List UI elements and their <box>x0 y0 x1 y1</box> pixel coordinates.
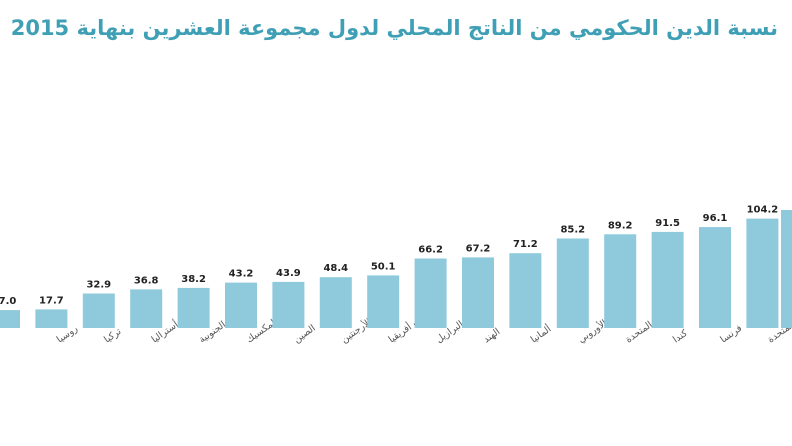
bar-16 <box>746 218 779 328</box>
bar-2 <box>82 293 115 328</box>
bar-1 <box>35 309 68 328</box>
value-label-13: 89.2 <box>608 220 633 231</box>
bar-edge-clipped <box>781 210 792 328</box>
category-label-14: كندا <box>671 328 690 346</box>
value-label-2: 32.9 <box>86 280 111 291</box>
bar-9 <box>414 258 447 328</box>
bar-10 <box>462 257 494 328</box>
bar-4 <box>177 287 210 328</box>
value-label-0: 17.0 <box>0 296 16 307</box>
bar-6 <box>272 281 305 328</box>
value-label-14: 91.5 <box>655 218 680 229</box>
value-label-1: 17.7 <box>39 295 64 306</box>
bar-15 <box>699 227 731 328</box>
value-label-12: 85.2 <box>560 225 585 236</box>
value-label-15: 96.1 <box>703 213 728 224</box>
bar-12 <box>556 238 589 328</box>
value-label-16: 104.2 <box>747 205 779 216</box>
value-label-11: 71.2 <box>513 239 538 250</box>
category-label-10: الهند <box>481 326 502 345</box>
bar-3 <box>130 289 163 328</box>
value-label-7: 48.4 <box>323 263 348 274</box>
value-label-5: 43.2 <box>229 269 254 280</box>
value-label-10: 67.2 <box>466 243 491 254</box>
category-label-2: تركيا <box>102 326 123 346</box>
value-label-3: 36.8 <box>134 275 159 286</box>
value-label-4: 38.2 <box>181 274 206 285</box>
chart-title: نسبة الدين الحكومي من الناتج المحلي لدول… <box>10 16 778 40</box>
bar-0 <box>0 310 20 328</box>
value-label-6: 43.9 <box>276 268 301 279</box>
bar-7 <box>319 277 352 328</box>
bar-11 <box>509 253 542 328</box>
value-label-8: 50.1 <box>371 261 396 272</box>
bar-13 <box>604 234 637 328</box>
bar-14 <box>651 231 684 328</box>
value-label-9: 66.2 <box>418 245 443 256</box>
bar-5 <box>225 282 257 328</box>
bar-8 <box>367 275 400 328</box>
